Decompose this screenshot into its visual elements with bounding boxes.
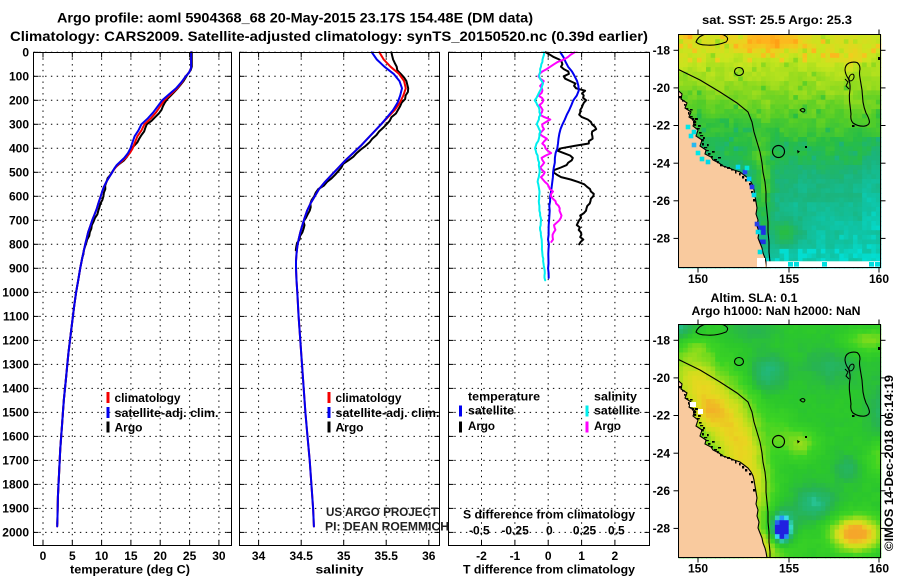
- svg-text:Argo: Argo: [594, 419, 621, 433]
- svg-text:700: 700: [9, 214, 29, 228]
- svg-text:1: 1: [578, 549, 585, 563]
- svg-text:10: 10: [95, 549, 109, 563]
- svg-text:salinity: salinity: [316, 563, 364, 577]
- svg-text:20: 20: [154, 549, 168, 563]
- svg-text:-2: -2: [476, 549, 487, 563]
- svg-text:600: 600: [9, 190, 29, 204]
- svg-text:1200: 1200: [2, 334, 29, 348]
- svg-text:34: 34: [252, 549, 266, 563]
- svg-text:satellite-adj. clim.: satellite-adj. clim.: [115, 406, 219, 420]
- svg-text:900: 900: [9, 262, 29, 276]
- svg-text:-22: -22: [653, 119, 671, 133]
- svg-text:160: 160: [869, 272, 889, 286]
- svg-text:S difference from climatology: S difference from climatology: [463, 508, 635, 522]
- svg-text:-26: -26: [653, 194, 671, 208]
- svg-text:-26: -26: [653, 484, 671, 498]
- svg-text:-20: -20: [653, 81, 671, 95]
- svg-text:-0.25: -0.25: [501, 524, 529, 538]
- svg-text:-1: -1: [510, 549, 521, 563]
- svg-text:0: 0: [40, 549, 47, 563]
- svg-text:sat. SST: 25.5 Argo: 25.3: sat. SST: 25.5 Argo: 25.3: [702, 13, 852, 27]
- svg-text:1900: 1900: [2, 502, 29, 516]
- svg-text:Climatology: CARS2009. Satelli: Climatology: CARS2009. Satellite-adjuste…: [10, 29, 648, 44]
- svg-text:0.25: 0.25: [573, 524, 597, 538]
- svg-text:15: 15: [124, 549, 138, 563]
- svg-text:2000: 2000: [2, 526, 29, 540]
- svg-text:-24: -24: [653, 446, 671, 460]
- svg-text:160: 160: [869, 562, 889, 576]
- svg-text:0: 0: [546, 524, 553, 538]
- svg-text:Argo: Argo: [115, 421, 143, 435]
- svg-text:400: 400: [9, 142, 29, 156]
- svg-text:1800: 1800: [2, 478, 29, 492]
- svg-text:0: 0: [545, 549, 552, 563]
- svg-text:©IMOS 14-Dec-2018 06:14:19: ©IMOS 14-Dec-2018 06:14:19: [882, 375, 896, 551]
- svg-text:temperature (deg C): temperature (deg C): [70, 563, 190, 577]
- svg-text:salinity: salinity: [594, 390, 637, 404]
- svg-text:climatology: climatology: [115, 391, 181, 405]
- svg-text:2: 2: [612, 549, 619, 563]
- svg-text:temperature: temperature: [468, 390, 540, 404]
- svg-text:1300: 1300: [2, 358, 29, 372]
- svg-text:1600: 1600: [2, 430, 29, 444]
- svg-text:-28: -28: [653, 522, 671, 536]
- svg-text:1100: 1100: [3, 310, 29, 324]
- svg-text:200: 200: [9, 94, 29, 108]
- svg-text:T difference from climatology: T difference from climatology: [463, 563, 635, 577]
- svg-text:1000: 1000: [2, 286, 29, 300]
- svg-text:Argo h1000: NaN h2000: NaN: Argo h1000: NaN h2000: NaN: [692, 304, 861, 318]
- svg-text:800: 800: [9, 238, 29, 252]
- svg-text:-24: -24: [653, 156, 671, 170]
- svg-text:36: 36: [422, 549, 436, 563]
- svg-text:satellite: satellite: [468, 404, 514, 418]
- svg-text:1400: 1400: [2, 382, 29, 396]
- svg-text:100: 100: [9, 70, 29, 84]
- svg-text:0.5: 0.5: [608, 524, 625, 538]
- svg-text:PI: DEAN ROEMMICH: PI: DEAN ROEMMICH: [325, 522, 449, 534]
- svg-text:US ARGO PROJECT: US ARGO PROJECT: [326, 507, 438, 519]
- svg-text:-18: -18: [653, 44, 671, 58]
- svg-text:1500: 1500: [2, 406, 29, 420]
- svg-text:Altim. SLA: 0.1: Altim. SLA: 0.1: [711, 291, 798, 305]
- svg-text:Argo: Argo: [336, 421, 364, 435]
- svg-text:-18: -18: [653, 334, 671, 348]
- svg-text:150: 150: [688, 272, 708, 286]
- svg-text:155: 155: [779, 562, 799, 576]
- svg-text:155: 155: [779, 272, 799, 286]
- svg-text:35: 35: [337, 549, 351, 563]
- svg-text:5: 5: [69, 549, 76, 563]
- svg-text:0: 0: [22, 46, 29, 60]
- svg-text:150: 150: [688, 562, 708, 576]
- svg-text:34.5: 34.5: [290, 549, 314, 563]
- svg-text:-22: -22: [653, 409, 671, 423]
- svg-text:climatology: climatology: [336, 391, 402, 405]
- svg-text:-0.5: -0.5: [469, 524, 490, 538]
- svg-text:satellite-adj. clim.: satellite-adj. clim.: [336, 406, 440, 420]
- svg-text:-20: -20: [653, 371, 671, 385]
- svg-text:35.5: 35.5: [375, 549, 399, 563]
- svg-text:30: 30: [212, 549, 226, 563]
- svg-text:satellite: satellite: [594, 404, 640, 418]
- svg-text:25: 25: [183, 549, 197, 563]
- svg-text:300: 300: [9, 118, 29, 132]
- svg-text:1700: 1700: [2, 454, 29, 468]
- svg-text:Argo: Argo: [468, 419, 495, 433]
- svg-text:500: 500: [9, 166, 29, 180]
- svg-text:Argo profile: aoml 5904368_68: Argo profile: aoml 5904368_68 20-May-201…: [57, 11, 533, 26]
- svg-text:-28: -28: [653, 232, 671, 246]
